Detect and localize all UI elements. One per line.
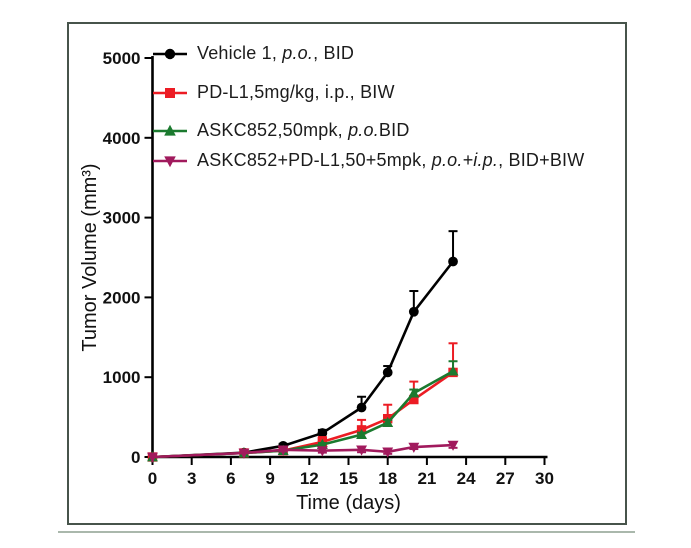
y-tick-label: 3000 xyxy=(103,209,141,228)
x-tick-label: 6 xyxy=(226,469,235,488)
frame-shadow-line xyxy=(58,531,635,533)
x-tick-label: 0 xyxy=(148,469,157,488)
circle-marker-icon xyxy=(356,402,367,413)
triangle-down-marker-icon xyxy=(356,445,368,456)
y-tick-label: 4000 xyxy=(103,129,141,148)
y-tick-label: 1000 xyxy=(103,368,141,387)
x-tick-label: 9 xyxy=(265,469,274,488)
x-tick-label: 3 xyxy=(187,469,196,488)
series-4 xyxy=(147,440,459,463)
circle-marker-icon xyxy=(317,428,328,438)
triangle-down-marker-icon xyxy=(316,446,328,457)
x-tick-label: 15 xyxy=(339,469,358,488)
y-axis-title: Tumor Volume (mm³) xyxy=(79,163,101,351)
series-line xyxy=(151,260,455,459)
y-tick-label: 5000 xyxy=(103,49,141,68)
circle-marker-icon xyxy=(448,256,458,267)
circle-marker-icon xyxy=(408,306,419,317)
x-tick-label: 24 xyxy=(457,469,476,488)
triangle-up-marker-icon xyxy=(447,365,459,376)
circle-marker-icon xyxy=(382,367,393,378)
square-marker-icon xyxy=(409,394,419,405)
triangle-up-marker-icon xyxy=(382,416,394,428)
y-tick-label: 2000 xyxy=(103,288,141,307)
x-axis-title: Time (days) xyxy=(296,492,401,514)
x-tick-label: 21 xyxy=(417,469,436,488)
triangle-down-marker-icon xyxy=(238,448,250,459)
triangle-up-marker-icon xyxy=(356,428,368,439)
series-line xyxy=(151,369,455,459)
series-line xyxy=(151,443,455,459)
x-tick-label: 27 xyxy=(496,469,515,488)
tumor-growth-chart: 0 3 6 9 12 15 18 21 24 27 30 0 1000 2000 3000 4000 5000 T… xyxy=(79,49,554,514)
triangle-down-marker-icon xyxy=(277,445,289,456)
triangle-up-marker-icon xyxy=(408,387,420,398)
triangle-down-marker-icon xyxy=(147,452,158,463)
x-tick-label: 12 xyxy=(300,469,319,488)
chart-frame: 0 3 6 9 12 15 18 21 24 27 30 0 1000 2000 3000 4000 5000 T… xyxy=(67,22,627,525)
triangle-down-marker-icon xyxy=(447,440,459,451)
series-line xyxy=(151,371,455,459)
triangle-down-marker-icon xyxy=(408,442,420,453)
x-tick-label: 30 xyxy=(535,469,554,488)
x-tick-label: 18 xyxy=(378,469,397,488)
series-1 xyxy=(147,230,458,462)
triangle-down-marker-icon xyxy=(382,447,394,458)
y-tick-label: 0 xyxy=(131,448,140,467)
